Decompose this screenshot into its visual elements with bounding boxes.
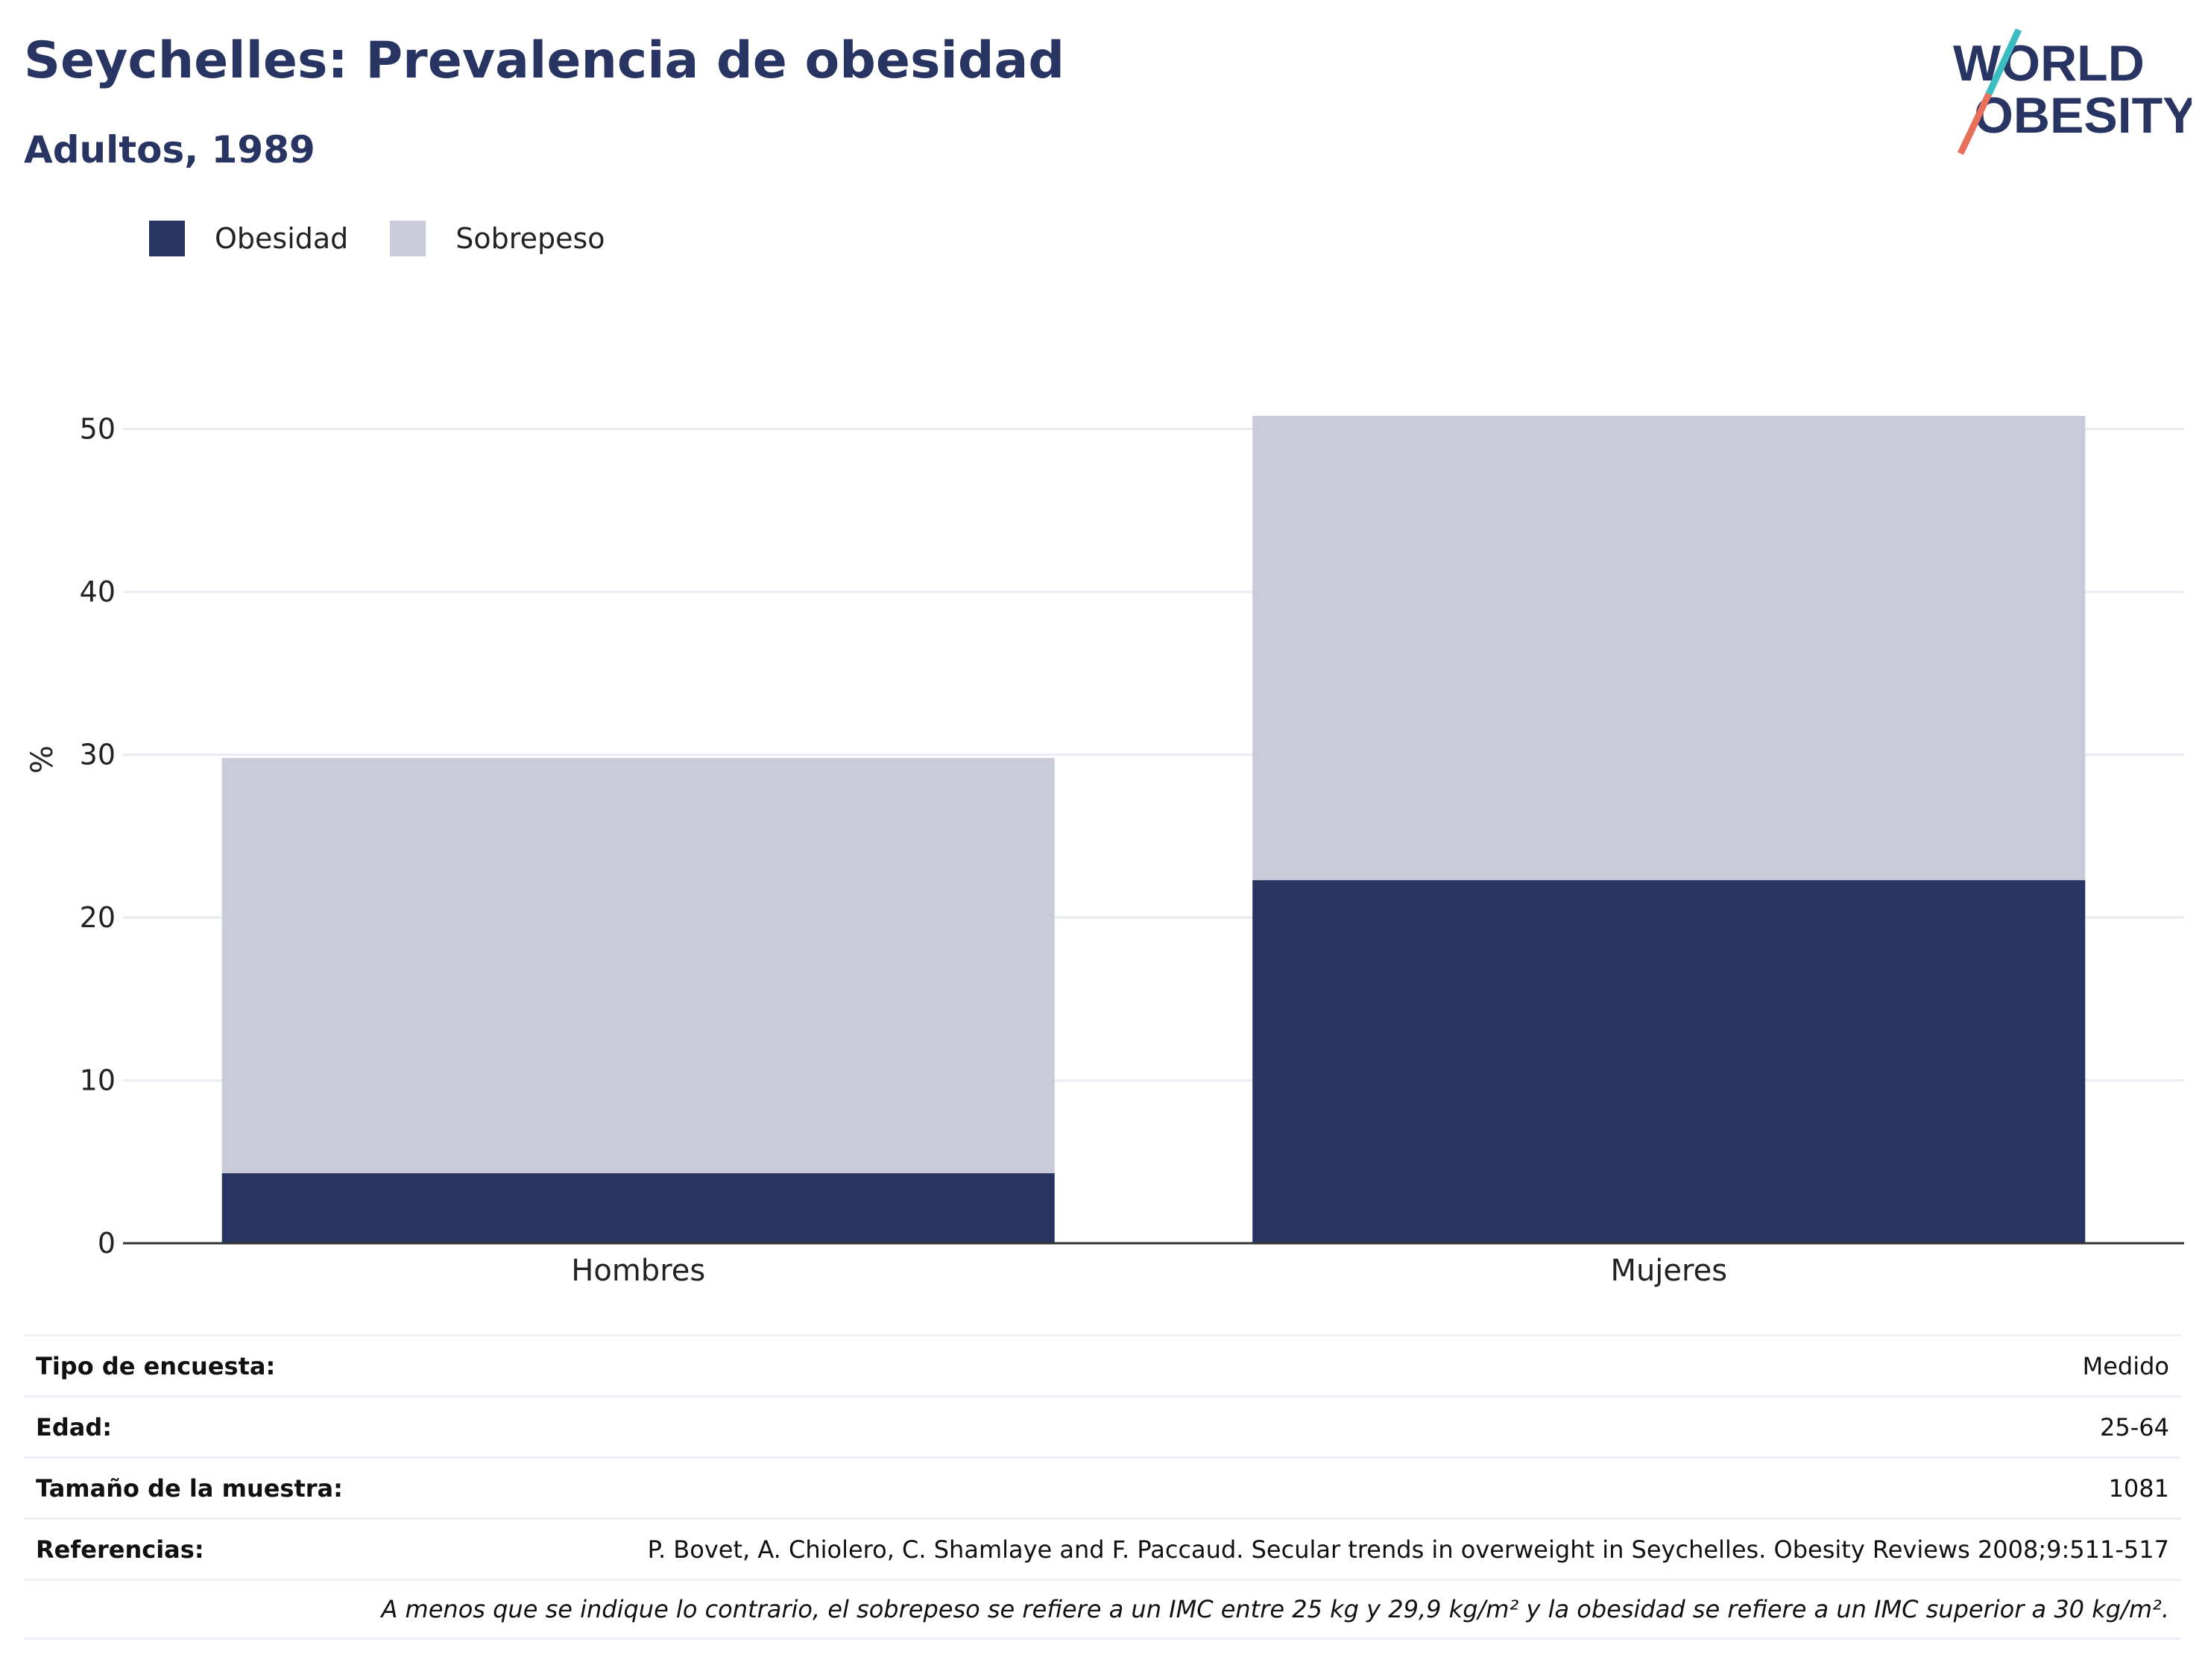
y-tick-label: 40 [80,575,116,608]
bar-sobrepeso-hombres[interactable] [221,757,1055,1174]
info-value: 1081 [2108,1474,2169,1503]
y-tick-label: 30 [80,739,116,771]
info-row-references: Referencias: P. Bovet, A. Chiolero, C. S… [24,1518,2181,1579]
info-key: Tamaño de la muestra: [36,1474,343,1503]
world-obesity-logo: WORLD OBESITY [1953,28,2192,155]
info-table: Tipo de encuesta: Medido Edad: 25-64 Tam… [24,1334,2181,1640]
bar-obesidad-mujeres[interactable] [1252,880,2086,1243]
y-tick-label: 10 [80,1064,116,1097]
page-subtitle: Adultos, 1989 [24,128,315,171]
stacked-bar-chart: 0 10 20 30 40 50% Hombres Mujeres [25,413,2184,1288]
info-row-note: A menos que se indique lo contrario, el … [24,1579,2181,1640]
logo-accent-coral [1957,92,1993,155]
logo-line2: OBESITY [1974,87,2192,144]
chart-legend: Obesidad Sobrepeso [149,221,647,256]
info-value: P. Bovet, A. Chiolero, C. Shamlaye and F… [647,1535,2169,1564]
legend-item-sobrepeso[interactable]: Sobrepeso [390,221,605,256]
info-row-age: Edad: 25-64 [24,1395,2181,1456]
x-tick-label: Hombres [571,1254,705,1288]
info-value: 25-64 [2100,1412,2169,1441]
legend-item-obesidad[interactable]: Obesidad [149,221,348,256]
info-key: Edad: [36,1412,113,1441]
bars [221,416,2086,1243]
definition-note: A menos que se indique lo contrario, el … [381,1595,2169,1623]
legend-label-obesidad: Obesidad [215,222,349,255]
legend-swatch-sobrepeso [390,221,426,256]
info-row-survey-type: Tipo de encuesta: Medido [24,1334,2181,1395]
bar-sobrepeso-mujeres[interactable] [1252,416,2086,880]
page-title: Seychelles: Prevalencia de obesidad [24,31,1065,90]
info-value: Medido [2082,1351,2169,1380]
logo-accent-teal [1985,28,2022,95]
legend-swatch-obesidad [149,221,185,256]
y-tick-label: 50 [80,413,116,446]
axes: 0 10 20 30 40 50% Hombres Mujeres [25,413,2184,1288]
info-row-sample-size: Tamaño de la muestra: 1081 [24,1456,2181,1518]
legend-label-sobrepeso: Sobrepeso [455,222,605,255]
bar-obesidad-hombres[interactable] [221,1173,1055,1243]
info-key: Tipo de encuesta: [36,1351,276,1380]
y-tick-label: 20 [80,901,116,934]
y-tick-label: 0 [98,1227,116,1260]
info-key: Referencias: [36,1535,204,1564]
x-tick-label: Mujeres [1610,1254,1727,1288]
y-axis-label: % [25,745,60,774]
logo-line1: WORLD [1953,35,2145,92]
